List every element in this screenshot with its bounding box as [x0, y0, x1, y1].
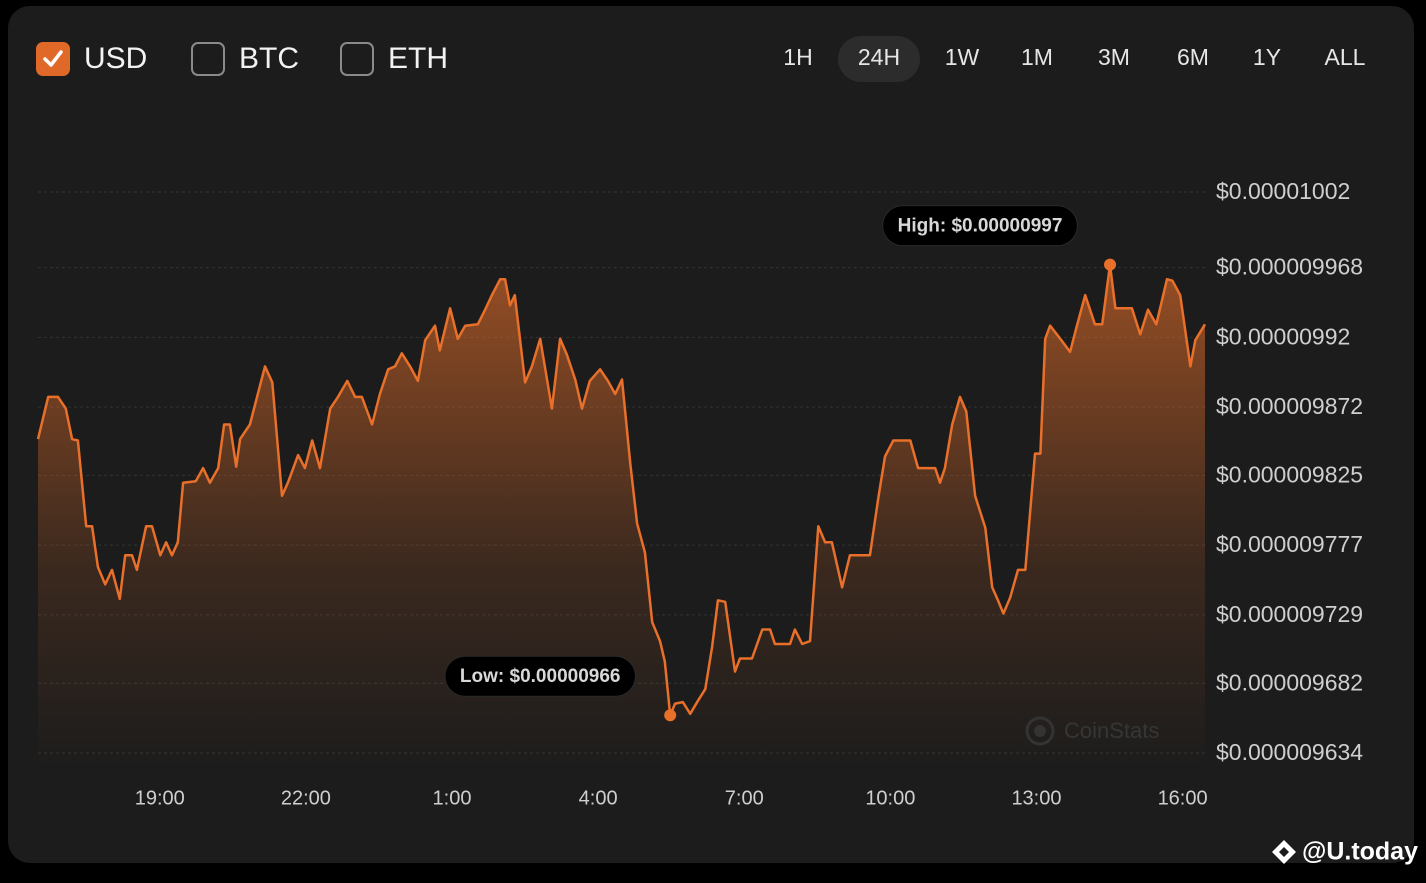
currency-label: BTC [239, 42, 299, 75]
chart: $0.00001002 $0.000009968 $0.00000992 $0.000… [36, 178, 1363, 809]
x-tick-label: 1:00 [433, 787, 472, 809]
checkbox[interactable] [340, 42, 374, 76]
range-button[interactable]: 3M [1098, 44, 1130, 70]
y-tick-label: $0.000009682 [1216, 669, 1363, 695]
x-tick-label: 16:00 [1158, 787, 1208, 809]
y-tick-label: $0.000009872 [1216, 393, 1363, 419]
range-button[interactable]: 1Y [1253, 44, 1281, 70]
range-button[interactable]: 1H [783, 44, 812, 70]
watermark: CoinStats [1064, 718, 1159, 743]
watermark-logo [1025, 716, 1055, 746]
annotation-pill [882, 205, 1078, 247]
range-button[interactable]: ALL [1325, 44, 1366, 70]
annotation-label: Low: $0.00000966 [460, 666, 621, 687]
range-button[interactable]: 24H [858, 44, 900, 70]
currency-toggle[interactable]: ETH [340, 42, 448, 76]
currency-toggle[interactable]: BTC [191, 42, 299, 76]
credit: @U.today [1302, 838, 1418, 866]
extreme-marker [1104, 258, 1117, 271]
annotation-pill [444, 655, 636, 697]
extreme-marker [664, 709, 677, 722]
y-tick-label: $0.000009777 [1216, 531, 1363, 557]
y-tick-label: $0.000009825 [1216, 461, 1363, 487]
range-button[interactable]: 6M [1177, 44, 1209, 70]
annotation-label: High: $0.00000997 [898, 216, 1063, 237]
currency-toggle[interactable]: USD [36, 42, 147, 76]
x-tick-label: 13:00 [1011, 787, 1061, 809]
currency-label: USD [84, 42, 147, 75]
checkbox[interactable] [191, 42, 225, 76]
controls: USD BTC ETH 1H 24H 1W 1M 3M 6M 1Y ALL [36, 36, 1366, 82]
y-tick-label: $0.00001002 [1216, 178, 1350, 204]
x-tick-label: 22:00 [281, 787, 331, 809]
x-tick-label: 7:00 [725, 787, 764, 809]
y-tick-label: $0.000009729 [1216, 601, 1363, 627]
x-tick-label: 19:00 [135, 787, 185, 809]
currency-label: ETH [388, 42, 448, 75]
range-button[interactable]: 1W [945, 44, 980, 70]
range-selected[interactable] [838, 36, 920, 82]
credit-logo [1272, 840, 1296, 864]
y-tick-label: $0.000009968 [1216, 254, 1363, 280]
range-button[interactable]: 1M [1021, 44, 1053, 70]
area [38, 264, 1205, 772]
y-tick-label: $0.00000992 [1216, 323, 1350, 349]
x-tick-label: 10:00 [865, 787, 915, 809]
checkbox[interactable] [36, 42, 70, 76]
line [36, 263, 1207, 717]
y-tick-label: $0.000009634 [1216, 739, 1363, 765]
checkmark [43, 50, 63, 67]
x-tick-label: 4:00 [579, 787, 618, 809]
